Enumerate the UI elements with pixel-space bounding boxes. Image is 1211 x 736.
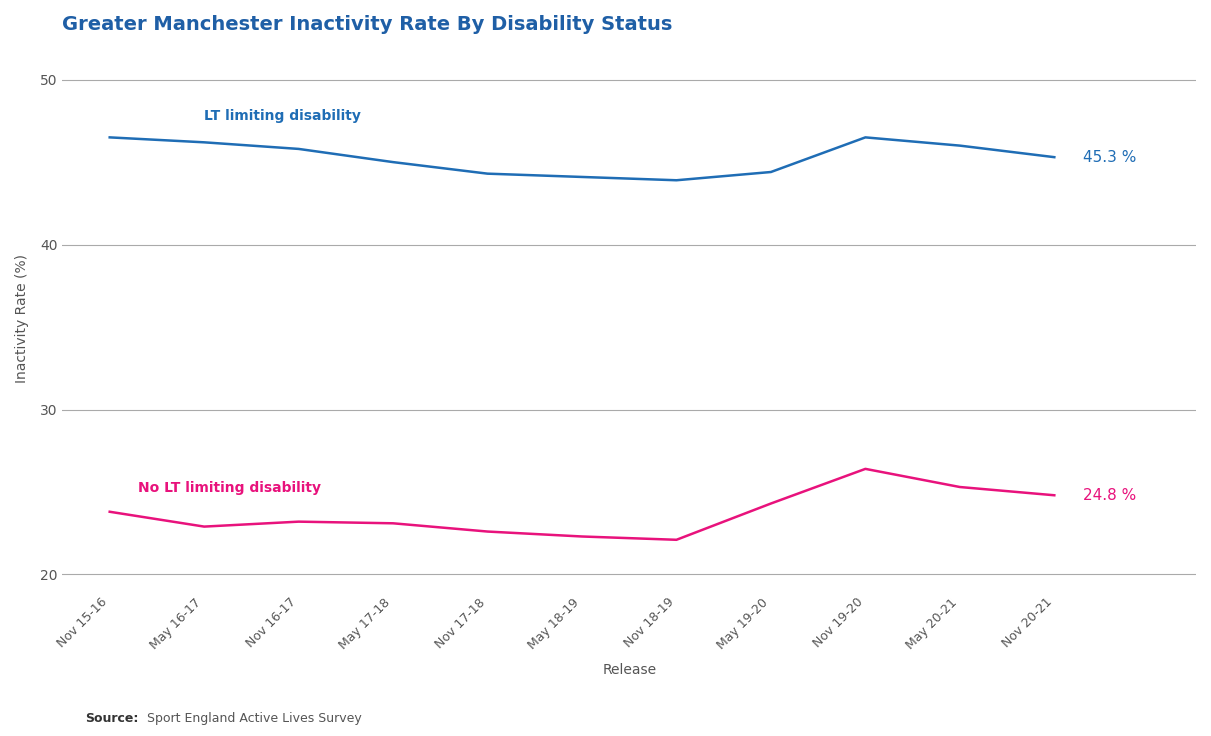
Y-axis label: Inactivity Rate (%): Inactivity Rate (%) — [15, 255, 29, 383]
Text: Sport England Active Lives Survey: Sport England Active Lives Survey — [143, 712, 362, 725]
X-axis label: Release: Release — [602, 663, 656, 677]
Text: LT limiting disability: LT limiting disability — [205, 108, 361, 122]
Text: Source:: Source: — [85, 712, 138, 725]
Text: 45.3 %: 45.3 % — [1083, 149, 1136, 165]
Text: Greater Manchester Inactivity Rate By Disability Status: Greater Manchester Inactivity Rate By Di… — [63, 15, 673, 34]
Text: No LT limiting disability: No LT limiting disability — [138, 481, 321, 495]
Text: 24.8 %: 24.8 % — [1083, 488, 1136, 503]
